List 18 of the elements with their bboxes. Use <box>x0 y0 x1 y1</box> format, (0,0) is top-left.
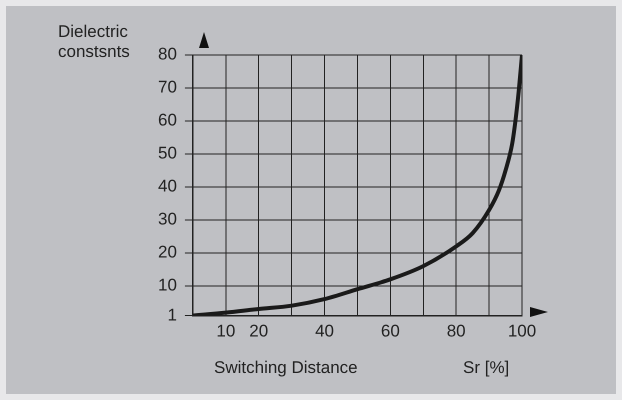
y-tick-label: 30 <box>158 210 177 229</box>
y-tick-label: 40 <box>158 176 177 196</box>
y-tick-label: 70 <box>158 78 177 97</box>
text: Sr [%] <box>463 358 510 378</box>
y-axis-title: Dielectric constsnts <box>58 22 131 62</box>
x-tick-label: 80 <box>446 321 466 340</box>
y-tick-label: 1 <box>167 305 177 324</box>
x-tick-label: 60 <box>380 321 400 340</box>
y-tick-label: 50 <box>158 144 177 163</box>
y-tick-label: 10 <box>158 276 177 295</box>
x-tick-label: 20 <box>249 321 268 340</box>
x-axis-title: Switching Distance <box>214 358 358 378</box>
x-tick-label: 40 <box>315 321 334 340</box>
y-tick-label: 80 <box>158 44 177 64</box>
y-tick-label: 60 <box>158 110 177 130</box>
x-tick-label: 10 <box>216 321 236 340</box>
x-tick-label: 100 <box>508 321 536 340</box>
y-tick-label: 20 <box>158 242 177 262</box>
